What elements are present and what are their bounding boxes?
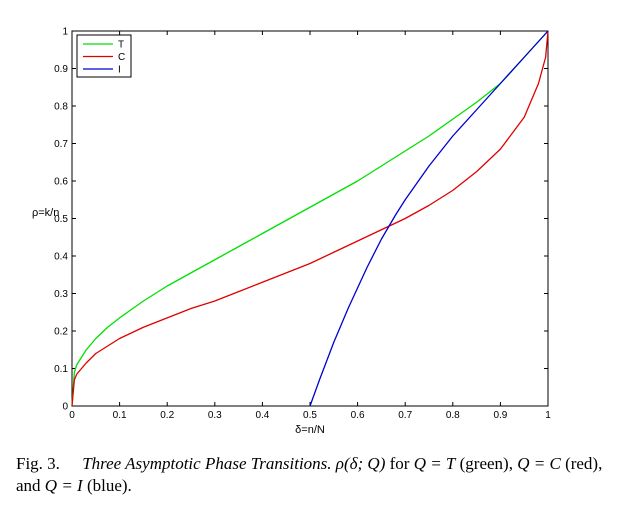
caption-text-1: for — [385, 454, 414, 473]
x-tick-label: 0 — [69, 410, 75, 421]
plot-frame — [71, 30, 549, 407]
caption-fig-number: Fig. 3. — [16, 454, 60, 473]
caption-text-4: (blue). — [82, 476, 132, 495]
series-line-c — [71, 30, 549, 407]
y-tick-label: 0.9 — [54, 64, 68, 75]
caption-q-i: Q = I — [44, 476, 83, 495]
x-tick-label: 0.7 — [398, 410, 412, 421]
y-tick-label: 0.3 — [54, 289, 68, 300]
legend-label-c: C — [118, 52, 125, 63]
y-tick-label: 0.7 — [54, 139, 68, 150]
x-axis-label: δ=n/N — [295, 424, 325, 436]
x-tick-label: 0.4 — [255, 410, 269, 421]
legend: TCI — [76, 34, 132, 78]
chart: 0 0.1 0.2 0.3 0.4 0.5 0.6 0.7 0.8 0.9 1 0 0.1 0.2 0.3… — [32, 27, 551, 437]
x-tick-label: 0.5 — [303, 410, 317, 421]
legend-label-t: T — [118, 40, 124, 51]
x-tick-label: 0.1 — [113, 410, 127, 421]
y-tick-label: 0.5 — [54, 214, 68, 225]
caption-text-2: (green), — [455, 454, 513, 473]
caption-q-t: Q = T — [413, 454, 456, 473]
legend-label-i: I — [118, 65, 121, 76]
x-tick-label: 0.3 — [208, 410, 222, 421]
x-tick-labels: 0 0.1 0.2 0.3 0.4 0.5 0.6 0.7 0.8 0.9 1 — [69, 410, 551, 421]
caption-q-c: Q = C — [517, 454, 561, 473]
x-tick-label: 0.9 — [493, 410, 507, 421]
x-tick-label: 0.6 — [351, 410, 365, 421]
x-tick-label: 1 — [545, 410, 551, 421]
y-tick-label: 0.4 — [54, 252, 68, 263]
series-line-i — [309, 30, 549, 407]
y-tick-labels: 0 0.1 0.2 0.3 0.4 0.5 0.6 0.7 0.8 0.9 1 — [54, 27, 68, 413]
y-tick-label: 0.6 — [54, 177, 68, 188]
y-tick-label: 0 — [62, 402, 68, 413]
y-tick-label: 0.2 — [54, 327, 68, 338]
y-tick-label: 1 — [62, 27, 68, 38]
series-lines — [71, 30, 549, 407]
x-tick-label: 0.8 — [446, 410, 460, 421]
caption-rho: ρ(δ; Q) — [335, 454, 386, 473]
y-tick-label: 0.1 — [54, 364, 68, 375]
series-line-t — [71, 30, 549, 407]
y-axis-label: ρ=k/n — [32, 207, 59, 219]
caption-title: Three Asymptotic Phase Transitions. — [82, 454, 332, 473]
y-tick-label: 0.8 — [54, 102, 68, 113]
caption-text-3: (red), and — [16, 454, 603, 495]
tick-marks — [71, 30, 549, 407]
figure-caption: Fig. 3. Three Asymptotic Phase Transitio… — [16, 453, 616, 497]
x-tick-label: 0.2 — [160, 410, 174, 421]
